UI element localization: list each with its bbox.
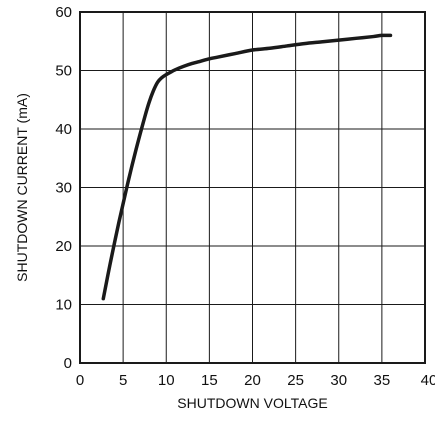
y-tick-label-10: 10 (55, 297, 72, 314)
y-tick-label-60: 60 (55, 4, 72, 21)
x-tick-label-20: 20 (244, 372, 261, 389)
tick-labels: 0 5 10 15 20 25 30 35 40 0 10 20 30 40 50 60 (55, 4, 435, 389)
series-line-0 (101, 33, 393, 301)
y-axis-label: SHUTDOWN CURRENT (mA) (14, 93, 30, 282)
x-tick-label-15: 15 (201, 372, 218, 389)
y-tick-label-30: 30 (55, 180, 72, 197)
x-tick-label-10: 10 (158, 372, 175, 389)
y-tick-label-50: 50 (55, 63, 72, 80)
x-tick-label-40: 40 (421, 372, 435, 389)
y-tick-label-20: 20 (55, 238, 72, 255)
x-axis-label: SHUTDOWN VOLTAGE (177, 395, 327, 411)
y-tick-label-40: 40 (55, 121, 72, 138)
plot-frame (79, 11, 426, 364)
series-layer (101, 33, 393, 301)
x-tick-label-30: 30 (330, 372, 347, 389)
x-tick-label-25: 25 (287, 372, 304, 389)
x-tick-label-0: 0 (76, 372, 84, 389)
x-tick-label-35: 35 (374, 372, 391, 389)
grid-lines (80, 12, 425, 363)
x-tick-label-5: 5 (119, 372, 127, 389)
y-tick-label-0: 0 (64, 355, 72, 372)
